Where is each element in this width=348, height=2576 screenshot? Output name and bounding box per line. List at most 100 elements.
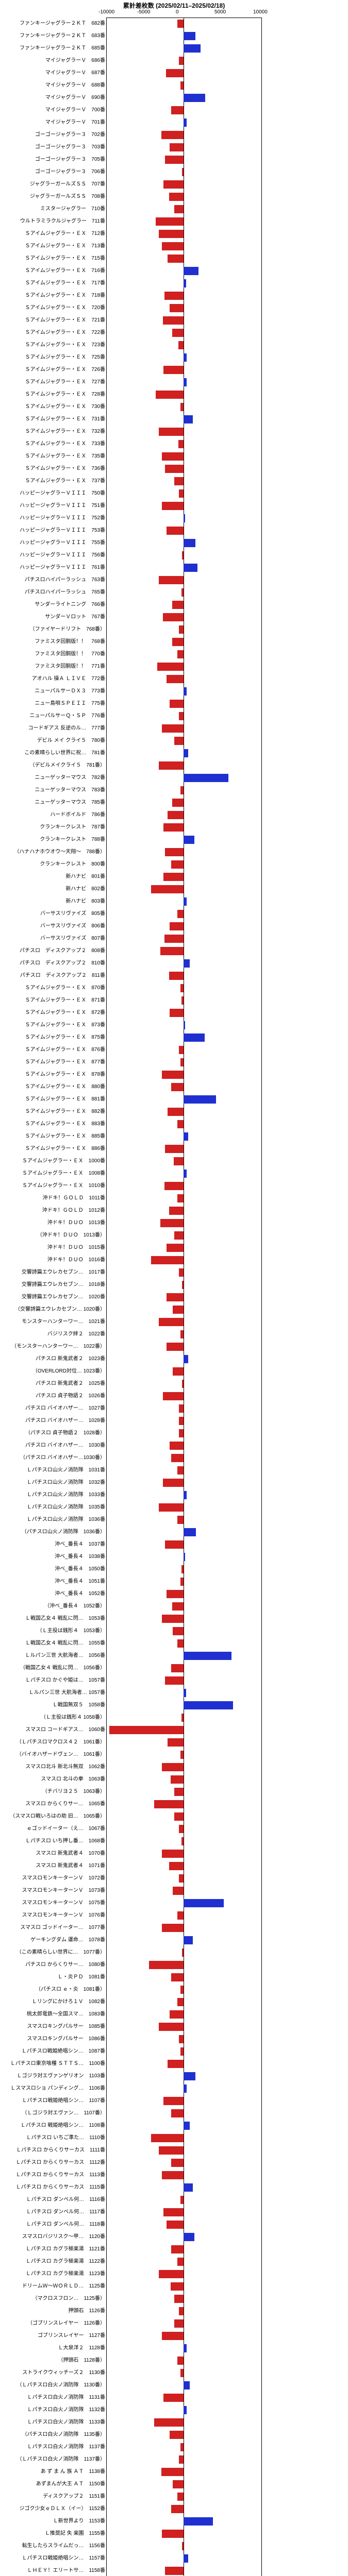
bar (163, 180, 184, 189)
row-label: マイジャグラーＶ 690番 (0, 92, 105, 104)
bar-row: Ｓアイムジャグラー・ＥＸ 878番 (0, 1069, 348, 1081)
bar-row: （Ｌパチスロ白火ノ消防隊 1137番） (0, 2453, 348, 2466)
bar-row: Ｓアイムジャグラー・ＥＸ 723番 (0, 339, 348, 351)
bar (179, 2307, 184, 2315)
row-label: クランキークレスト 787番 (0, 821, 105, 834)
bar-row: マイジャグラーＶ 701番 (0, 116, 348, 129)
bar-row: Ｓアイムジャグラー・ＥＸ 718番 (0, 290, 348, 302)
bar (180, 1751, 184, 1759)
row-label: Ｌパチスロ戦姫絶唱シン… 1087番 (0, 2045, 105, 2058)
bar (169, 193, 184, 201)
bar (178, 341, 184, 349)
row-label: Ｌパチスロ山火ノ消防隊 1036番 (0, 1514, 105, 1526)
bar-row: ゴーゴージャグラー３ 705番 (0, 154, 348, 166)
row-label: Ｓアイムジャグラー・ＥＸ 722番 (0, 327, 105, 339)
bar-row: Ｌパチスロ白火ノ消防隊 1137番 (0, 2441, 348, 2453)
bar (163, 823, 184, 832)
bar (184, 1936, 193, 1944)
bar-row: 交響詩篇エウレカセブン… 1020番 (0, 1291, 348, 1303)
bar (173, 1306, 184, 1314)
row-label: Ｓアイムジャグラー・ＥＸ 735番 (0, 450, 105, 463)
bar (165, 156, 184, 164)
x-tick: 0 (176, 9, 179, 15)
bar (159, 576, 184, 584)
row-label: ハッピージャグラーＶＩＩＩ 752番 (0, 512, 105, 524)
bar (169, 972, 184, 980)
bar-row: Ｓアイムジャグラー・ＥＸ 726番 (0, 364, 348, 376)
row-label: スマスロバジリスク〜甲… 1120番 (0, 2231, 105, 2243)
row-label: ドリームＷ〜ＷＯＲＬＤ… 1125番 (0, 2280, 105, 2293)
bar-row: Ｌパチスロ かぐや姫は… 1057番 (0, 1674, 348, 1687)
bar (173, 2480, 184, 2488)
bar-row: 新ハナビ 801番 (0, 871, 348, 883)
row-label: Ｌパチスロ からくりサーカス 1115番 (0, 2181, 105, 2194)
row-label: ニューゲッターマウス 785番 (0, 796, 105, 809)
bar (162, 1850, 184, 1858)
row-label: Ｌパチスロ白火ノ消防隊 1137番 (0, 2441, 105, 2453)
row-label: パチスロ 新鬼武者２ 1025番 (0, 1378, 105, 1390)
row-label: コードギアス 反逆のル… 777番 (0, 722, 105, 735)
row-label: （デビルメイクライ５ 781番） (0, 759, 105, 772)
bar-row: 沖ドキ！ＤＵＯ 1016番 (0, 1254, 348, 1266)
bar (180, 786, 184, 794)
bar (184, 2183, 193, 2192)
bar (164, 1182, 184, 1190)
bar-row: Ｓアイムジャグラー・ＥＸ 728番 (0, 388, 348, 401)
bar-row: スマスロ 北斗の拳 1063番 (0, 1773, 348, 1786)
bar-row: スマスロモンキーターンＶ 1076番 (0, 1909, 348, 1922)
row-label: Ｌパチスロ いちご準た… 1110番 (0, 2132, 105, 2144)
bar (184, 774, 228, 782)
row-label: （OVERLORD対位… 1023番） (0, 1365, 105, 1378)
bar-row: （チバリヨ２５ 1063番） (0, 1786, 348, 1798)
bar (165, 1540, 184, 1549)
row-label: サンダーライトニング 766番 (0, 599, 105, 611)
bar-row: ハッピージャグラーＶＩＩＩ 756番 (0, 549, 348, 562)
bar (171, 2505, 184, 2513)
row-label: クランキークレスト 800番 (0, 858, 105, 871)
bar-row: Ｓアイムジャグラー・ＥＸ 712番 (0, 228, 348, 240)
row-label: マイジャグラーＶ 686番 (0, 55, 105, 67)
row-label: ハッピージャグラーＶＩＩＩ 756番 (0, 549, 105, 562)
row-label: Ｓアイムジャグラー・ＥＸ 876番 (0, 1044, 105, 1056)
bar-row: （ファイヤードリフト 768番） (0, 623, 348, 636)
bar (172, 601, 184, 609)
row-label: Ｌパチスロ ダンベル何… 1118番 (0, 2218, 105, 2231)
row-label: ファンキージャグラー２ＫＴ 683番 (0, 30, 105, 42)
bar (160, 947, 184, 955)
bar-row: ファンキージャグラー２ＫＴ 683番 (0, 30, 348, 42)
bar-row: スマスロキングパルサー 1086番 (0, 2033, 348, 2045)
row-label: 沖ドキ！ＧＯＬＤ 1011番 (0, 1192, 105, 1205)
bar-row: Ｌ・炎ＰＤ 1081番 (0, 1971, 348, 1984)
bar (184, 1652, 231, 1660)
row-label: Ｓアイムジャグラー・ＥＸ 737番 (0, 475, 105, 487)
row-label: パチスロ バイオハザー… 1027番 (0, 1402, 105, 1415)
row-label: Ｓアイムジャグラー・ＥＸ 886番 (0, 1143, 105, 1155)
bar-row: スマスロモンキーターンＶ 1072番 (0, 1872, 348, 1885)
bar (184, 94, 205, 102)
bar (171, 1973, 184, 1981)
bar (174, 477, 184, 485)
row-label: 交響詩篇エウレカセブン… 1017番 (0, 1266, 105, 1279)
bar (162, 1615, 184, 1623)
row-label: Ｓアイムジャグラー・ＥＸ 717番 (0, 277, 105, 290)
row-label: Ｌパチスロ山火ノ消防隊 1032番 (0, 1477, 105, 1489)
row-label: バーサスリヴァイズ 806番 (0, 920, 105, 933)
bar (154, 2418, 184, 2427)
bar (182, 1380, 184, 1388)
row-label: ミスタージャグラー 710番 (0, 203, 105, 215)
bar (151, 1256, 184, 1264)
bar (174, 2295, 184, 2303)
bar (177, 1516, 184, 1524)
row-label: パチスロ ディスクアップ２ 810番 (0, 957, 105, 970)
bar (167, 527, 184, 535)
bar-row: Ｌパチスロ カグラ極楽湯 1121番 (0, 2243, 348, 2256)
bar-row: Ｌパチスロ 戦姫絶唱シン… 1108番 (0, 2120, 348, 2132)
bar (184, 415, 193, 423)
bar (184, 1355, 188, 1363)
bar (163, 873, 184, 881)
bar (174, 737, 184, 745)
row-label: Ｓアイムジャグラー・ＥＸ 1010番 (0, 1180, 105, 1192)
bar (184, 2233, 194, 2241)
bar (184, 1553, 185, 1561)
bar (182, 551, 184, 560)
